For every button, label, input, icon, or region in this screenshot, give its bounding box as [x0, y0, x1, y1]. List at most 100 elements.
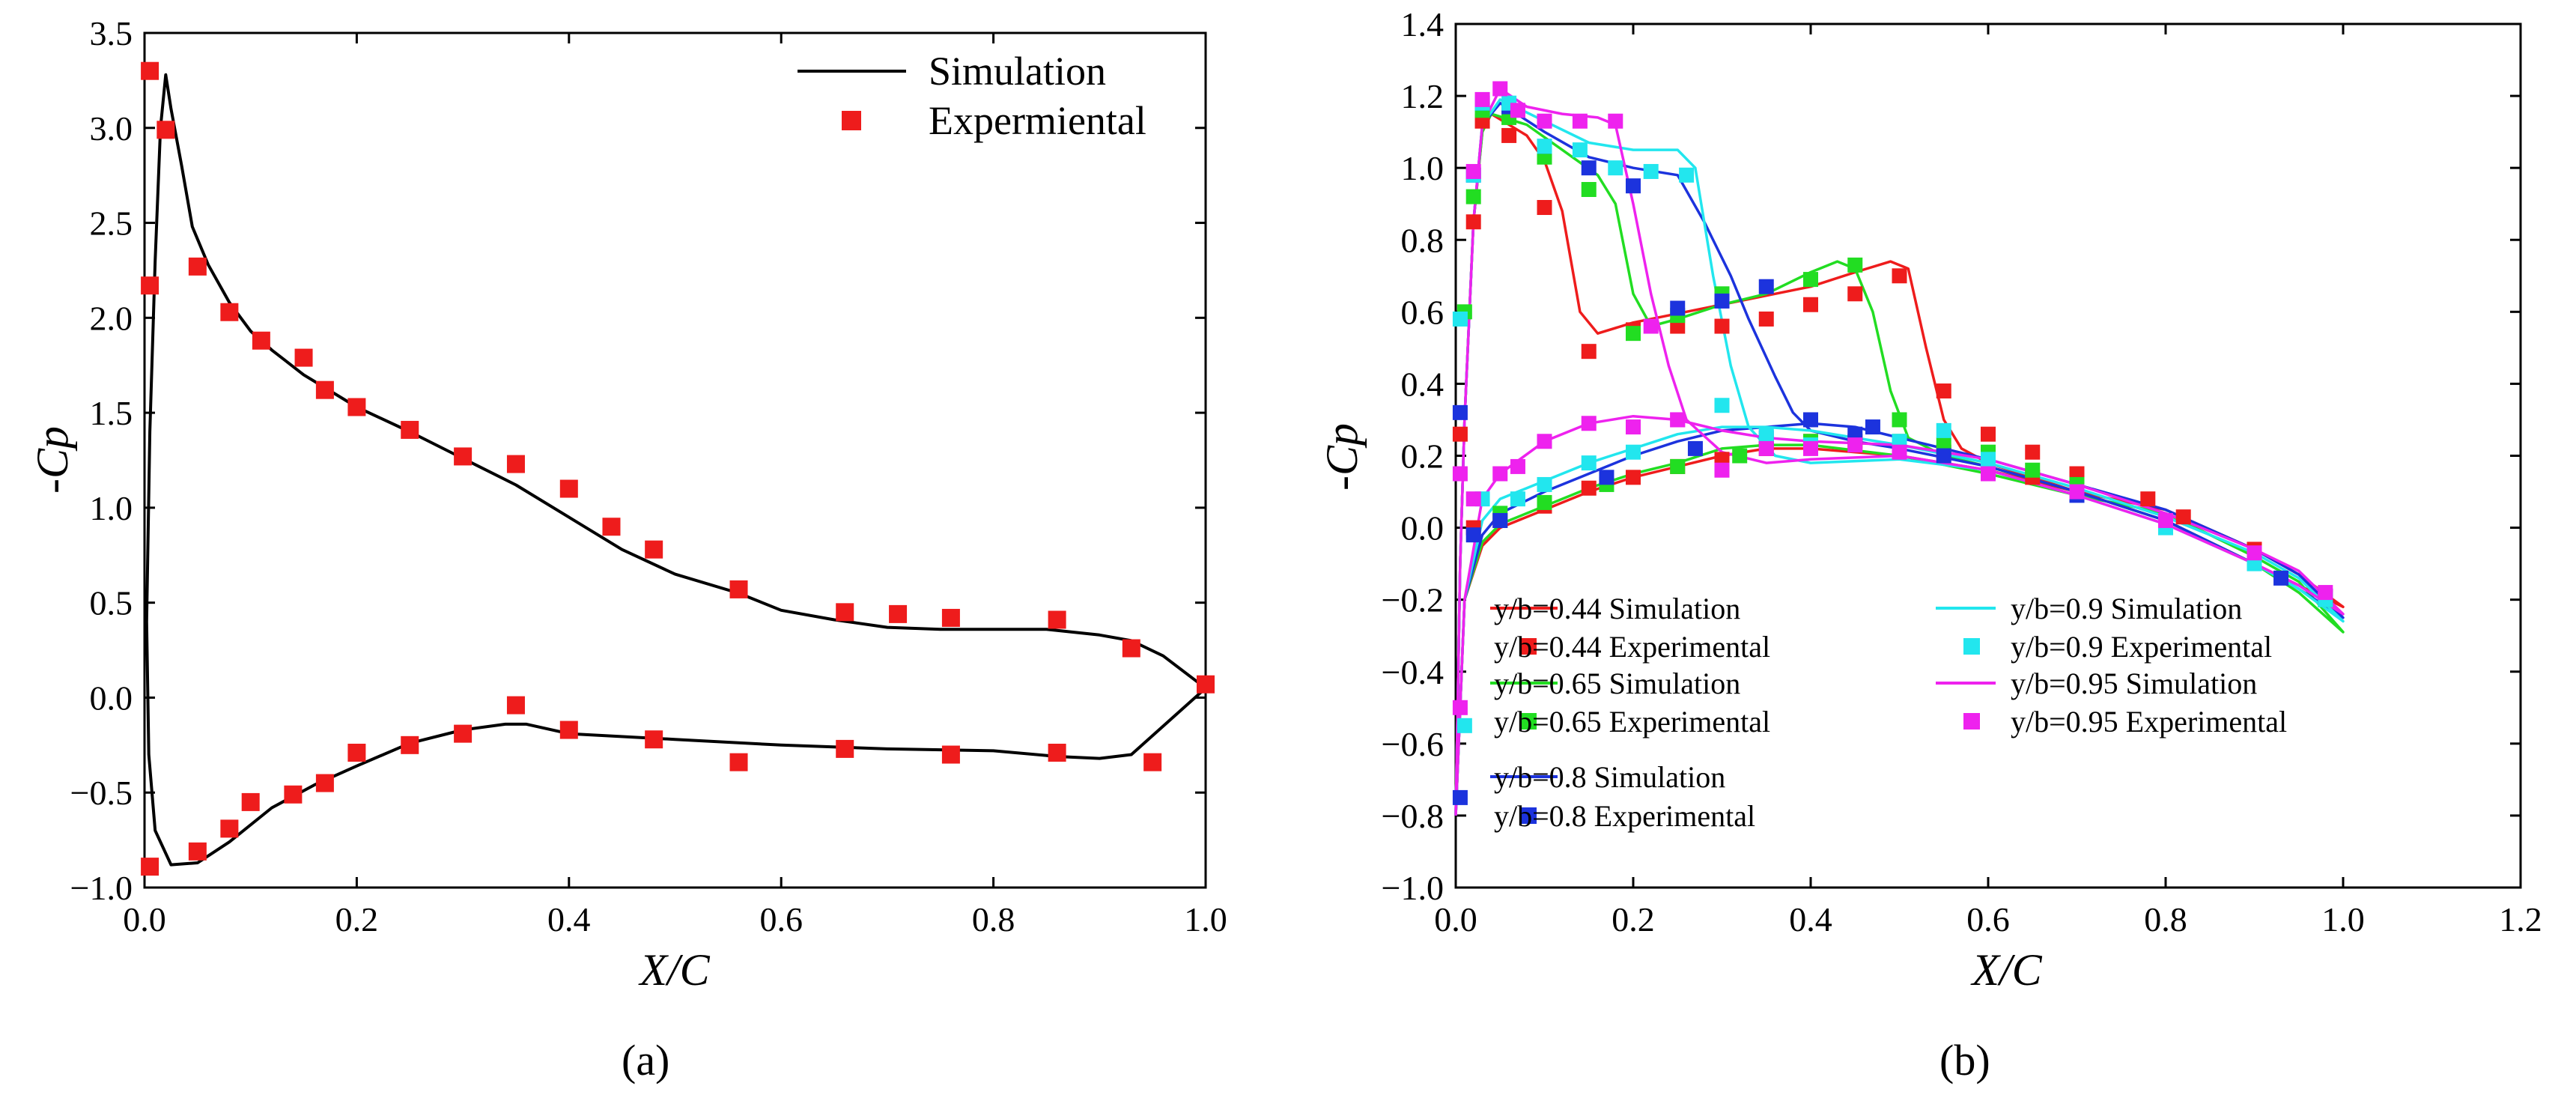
data-point-y-b-0-95-experimental: [1643, 318, 1659, 334]
legend-b-label-08-sim: y/b=0.8 Simulation: [1494, 760, 1725, 794]
legend-b: y/b=0.44 Simulation y/b=0.44 Experimenta…: [1490, 592, 2287, 833]
data-point-y-b-0-44-experimental: [1537, 200, 1552, 216]
data-point-y-b-0-9-experimental: [1936, 422, 1951, 438]
data-point-y-b-0-44-experimental: [2140, 491, 2156, 507]
data-point-y-b-0-65-experimental: [1892, 412, 1907, 428]
data-point-y-b-0-9-experimental: [1714, 398, 1730, 413]
data-point-y-b-0-8-experimental: [1465, 527, 1481, 543]
data-point-y-b-0-8-experimental: [1626, 178, 1641, 194]
series-line-simulation: [145, 73, 1207, 867]
data-point-expermiental: [836, 739, 854, 758]
data-point-expermiental: [889, 604, 908, 623]
y-tick-label: 1.0: [1401, 149, 1445, 187]
x-tick-label: 0.4: [547, 900, 591, 938]
data-point-y-b-0-8-experimental: [1581, 160, 1597, 176]
x-tick-label: 0.0: [1434, 900, 1477, 938]
data-point-y-b-0-95-experimental: [1626, 419, 1641, 435]
data-point-y-b-0-9-experimental: [1679, 167, 1695, 183]
y-tick-label: −0.8: [1382, 797, 1444, 835]
data-point-y-b-0-95-experimental: [1758, 440, 1774, 456]
data-point-y-b-0-95-experimental: [1981, 466, 1996, 482]
data-point-y-b-0-9-experimental: [1758, 426, 1774, 442]
data-point-expermiental: [141, 61, 160, 80]
data-point-y-b-0-8-experimental: [1599, 470, 1614, 485]
data-point-y-b-0-65-experimental: [1581, 181, 1597, 197]
data-point-expermiental: [836, 603, 854, 622]
data-point-expermiental: [401, 735, 419, 754]
data-point-y-b-0-95-experimental: [1492, 466, 1508, 482]
data-point-y-b-0-95-experimental: [1572, 113, 1588, 129]
data-point-y-b-0-9-experimental: [1456, 718, 1472, 733]
y-tick-label: 1.2: [1401, 77, 1445, 115]
data-point-y-b-0-65-experimental: [1670, 458, 1686, 474]
data-point-expermiental: [241, 792, 260, 811]
data-point-y-b-0-8-experimental: [1452, 789, 1468, 805]
data-point-expermiental: [252, 331, 270, 350]
data-point-expermiental: [602, 518, 621, 536]
data-point-expermiental: [1122, 639, 1140, 658]
data-point-y-b-0-9-experimental: [1537, 139, 1552, 154]
data-point-y-b-0-95-experimental: [1537, 113, 1552, 129]
data-point-y-b-0-95-experimental: [1670, 412, 1686, 428]
y-tick-label: 0.2: [1401, 437, 1445, 476]
data-point-expermiental: [645, 730, 663, 749]
x-tick-label: 0.8: [972, 900, 1015, 938]
data-point-expermiental: [559, 479, 578, 498]
data-point-y-b-0-95-experimental: [1892, 444, 1907, 460]
legend-b-label-095-exp: y/b=0.95 Experimental: [2011, 705, 2287, 738]
x-axis-label-b: X/C: [1970, 945, 2042, 995]
data-point-expermiental: [188, 842, 207, 861]
data-point-y-b-0-8-experimental: [1492, 512, 1508, 528]
data-point-y-b-0-9-experimental: [1572, 142, 1588, 158]
legend-a: Simulation Expermiental: [798, 49, 1146, 143]
data-point-y-b-0-95-experimental: [1452, 466, 1468, 482]
data-point-y-b-0-65-experimental: [1537, 494, 1552, 510]
data-point-expermiental: [1048, 743, 1066, 762]
data-point-expermiental: [941, 745, 960, 764]
data-point-y-b-0-8-experimental: [1714, 293, 1730, 309]
data-point-y-b-0-44-experimental: [1803, 297, 1818, 312]
data-point-y-b-0-44-experimental: [1847, 286, 1863, 302]
legend-b-swatch-065-exp: [1520, 713, 1537, 730]
data-point-y-b-0-8-experimental: [1803, 412, 1818, 428]
data-point-y-b-0-95-experimental: [1803, 440, 1818, 456]
data-point-y-b-0-8-experimental: [1670, 300, 1686, 316]
data-point-y-b-0-44-experimental: [1892, 268, 1907, 284]
y-tick-label: 0.4: [1401, 365, 1445, 403]
data-point-expermiental: [401, 420, 419, 439]
y-tick-label: 0.5: [90, 584, 133, 622]
y-tick-label: −0.6: [1382, 725, 1444, 763]
legend-b-label-044-exp: y/b=0.44 Experimental: [1494, 630, 1770, 664]
data-point-y-b-0-95-experimental: [1537, 434, 1552, 449]
data-point-y-b-0-9-experimental: [1452, 311, 1468, 327]
chart-panel-a: −1.0 −0.5 0.0 0.5 1.0 1.5 2.0 2.5 3.0 3.5 0.0 0.2 0…: [28, 14, 1227, 1085]
plot-frame-a: [143, 31, 1207, 889]
legend-b-label-044-sim: y/b=0.44 Simulation: [1494, 592, 1740, 625]
y-tick-label: −0.2: [1382, 581, 1444, 619]
y-tick-label: 2.5: [90, 204, 133, 243]
data-point-y-b-0-95-experimental: [1714, 462, 1730, 478]
data-point-y-b-0-95-experimental: [2069, 484, 2085, 500]
y-axis-label-a: -Cp: [28, 426, 77, 494]
x-tick-label: 1.2: [2499, 900, 2542, 938]
data-point-y-b-0-9-experimental: [1581, 455, 1597, 471]
y-tick-label: 1.0: [90, 489, 133, 527]
legend-b-swatch-08-exp: [1520, 807, 1537, 824]
data-point-y-b-0-44-experimental: [1452, 426, 1468, 442]
data-point-y-b-0-44-experimental: [1581, 480, 1597, 496]
legend-a-label-experimental: Expermiental: [929, 98, 1146, 143]
data-point-y-b-0-9-experimental: [1643, 163, 1659, 179]
legend-b-swatch-044-exp: [1520, 638, 1537, 655]
data-point-expermiental: [941, 608, 960, 627]
data-point-expermiental: [1048, 610, 1066, 629]
data-point-y-b-0-65-experimental: [1803, 272, 1818, 288]
y-tick-label: 0.0: [90, 679, 133, 717]
data-point-y-b-0-8-experimental: [1452, 404, 1468, 420]
y-tick-label: −0.4: [1382, 653, 1444, 691]
data-point-expermiental: [141, 276, 160, 295]
data-point-y-b-0-95-experimental: [1510, 103, 1525, 118]
data-point-y-b-0-44-experimental: [1581, 344, 1597, 360]
data-point-y-b-0-95-experimental: [1608, 113, 1623, 129]
data-point-y-b-0-8-experimental: [1687, 440, 1703, 456]
